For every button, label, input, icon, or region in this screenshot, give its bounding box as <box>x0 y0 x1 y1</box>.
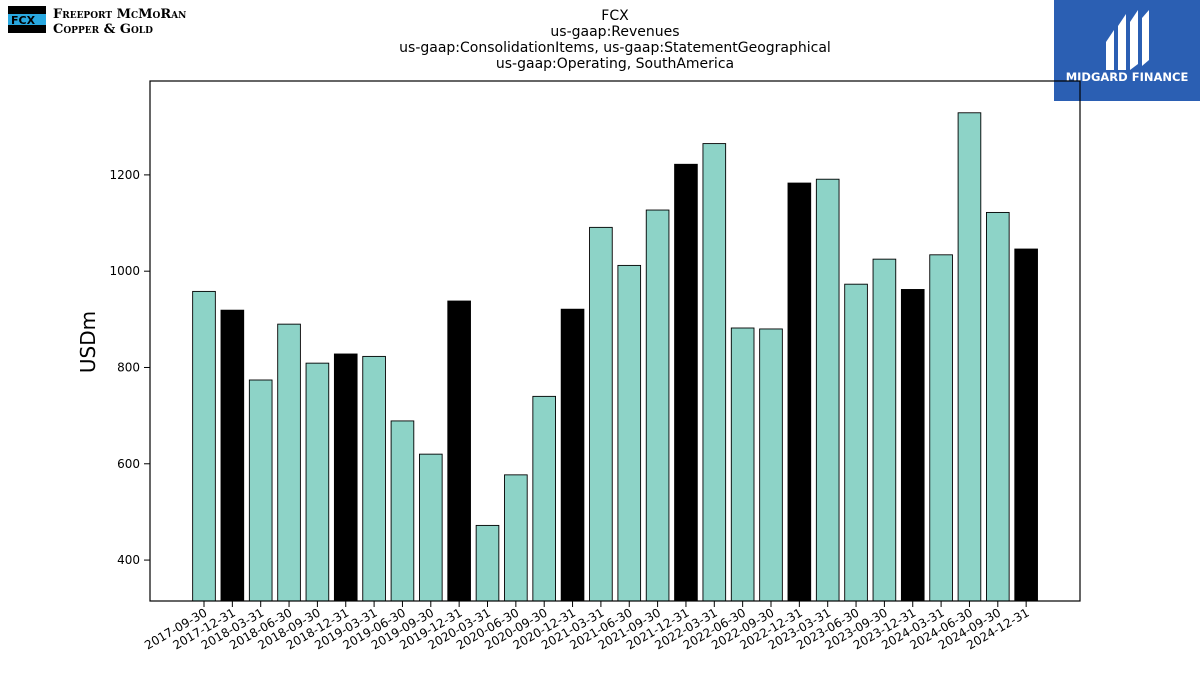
y-axis-label: USDm <box>76 311 100 373</box>
bar-2022-12-31 <box>787 182 812 602</box>
x-axis: 2017-09-302017-12-312018-03-312018-06-30… <box>142 601 1032 652</box>
bar-2020-03-31 <box>475 524 500 602</box>
bar-2023-03-31 <box>815 178 840 602</box>
fcx-logo-mark: FCX <box>11 14 36 27</box>
midgard-finance-logo: MIDGARD FINANCE <box>1054 0 1200 101</box>
chart-title-line: FCX <box>601 8 629 24</box>
y-tick-label: 1200 <box>109 168 140 182</box>
bar-2023-09-30 <box>872 258 897 602</box>
midgard-emblem-icon <box>1106 10 1149 70</box>
bar-2022-09-30 <box>759 328 783 602</box>
y-tick-label: 1000 <box>109 264 140 278</box>
bar-2017-12-31 <box>220 309 245 602</box>
bar-2019-03-31 <box>362 355 386 602</box>
chart-title-line: us-gaap:Operating, SouthAmerica <box>496 56 734 72</box>
bar-2024-06-30 <box>957 112 982 602</box>
y-tick-label: 400 <box>117 553 140 567</box>
bar-2022-06-30 <box>730 327 755 602</box>
bar-2018-09-30 <box>305 362 330 602</box>
bar-2021-06-30 <box>617 264 642 602</box>
bar-series <box>192 112 1038 602</box>
plot-frame <box>149 80 1081 602</box>
bar-2024-03-31 <box>929 254 953 602</box>
y-tick-label: 600 <box>117 457 140 471</box>
chart-title-line: us-gaap:ConsolidationItems, us-gaap:Stat… <box>399 40 831 56</box>
bar-2020-09-30 <box>532 395 556 602</box>
bar-2018-06-30 <box>277 323 301 602</box>
bar-2019-12-31 <box>447 300 471 602</box>
bar-2020-06-30 <box>504 474 528 602</box>
bar-2021-03-31 <box>589 226 613 602</box>
bar-2020-12-31 <box>560 308 585 602</box>
chart-title: FCXus-gaap:Revenuesus-gaap:Consolidation… <box>399 8 831 72</box>
y-axis: 400 600 800 1000 1200 <box>109 168 150 567</box>
chart-title-line: us-gaap:Revenues <box>550 24 679 40</box>
company-name-line1: Freeport McMoRan <box>53 7 186 22</box>
bar-2019-09-30 <box>419 453 443 602</box>
midgard-brand-name: MIDGARD FINANCE <box>1066 70 1189 84</box>
company-name-line2: Copper & Gold <box>53 22 153 36</box>
bar-2018-12-31 <box>333 353 358 602</box>
bar-2024-12-31 <box>1014 248 1038 602</box>
bar-2018-03-31 <box>248 379 273 602</box>
bar-2022-03-31 <box>702 143 727 602</box>
freeport-mcmoran-logo: FCX Freeport McMoRan Copper & Gold <box>8 6 186 36</box>
y-tick-label: 800 <box>117 360 140 374</box>
bar-2021-12-31 <box>674 163 698 602</box>
bar-2017-09-30 <box>192 290 216 602</box>
bar-2023-06-30 <box>844 283 868 602</box>
bar-2023-12-31 <box>900 289 925 602</box>
bar-2024-09-30 <box>986 211 1010 602</box>
bar-2019-06-30 <box>390 420 415 602</box>
bar-2021-09-30 <box>645 209 670 602</box>
